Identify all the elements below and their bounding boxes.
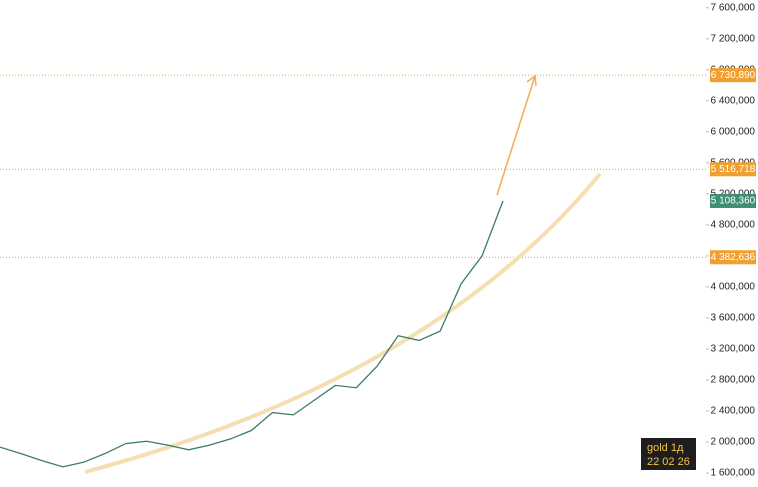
projection-arrow	[496, 74, 537, 196]
y-tick-label: 2 400,000	[711, 406, 756, 417]
trend-arc	[84, 172, 602, 474]
y-tick-label: 7 200,000	[711, 33, 756, 44]
y-tick-label: 4 800,000	[711, 220, 756, 231]
level-label: 5 108,360	[711, 196, 756, 207]
y-tick-label: 3 600,000	[711, 313, 756, 324]
level-label: 4 382,636	[711, 252, 756, 263]
legend-symbol: gold 1д	[647, 442, 684, 454]
level-tag	[710, 162, 756, 177]
level-label: 5 516,718	[711, 164, 756, 175]
y-tick-label: 6 400,000	[711, 95, 756, 106]
level-tag	[710, 250, 756, 265]
level-label: 6 730,890	[711, 70, 756, 81]
price-line	[0, 200, 504, 468]
y-tick-label: 6 000,000	[711, 126, 756, 137]
y-tick-label: 1 600,000	[711, 468, 756, 479]
y-tick-label: 4 000,000	[711, 282, 756, 293]
legend-date: 22 02 26	[647, 456, 690, 468]
level-tag	[710, 193, 756, 208]
y-tick-label: 3 200,000	[711, 344, 756, 355]
y-tick-label: 2 000,000	[711, 437, 756, 448]
legend-box	[641, 438, 696, 470]
y-tick-label: 2 800,000	[711, 375, 756, 386]
level-tag	[710, 68, 756, 83]
y-tick-label: 7 600,000	[711, 2, 756, 13]
